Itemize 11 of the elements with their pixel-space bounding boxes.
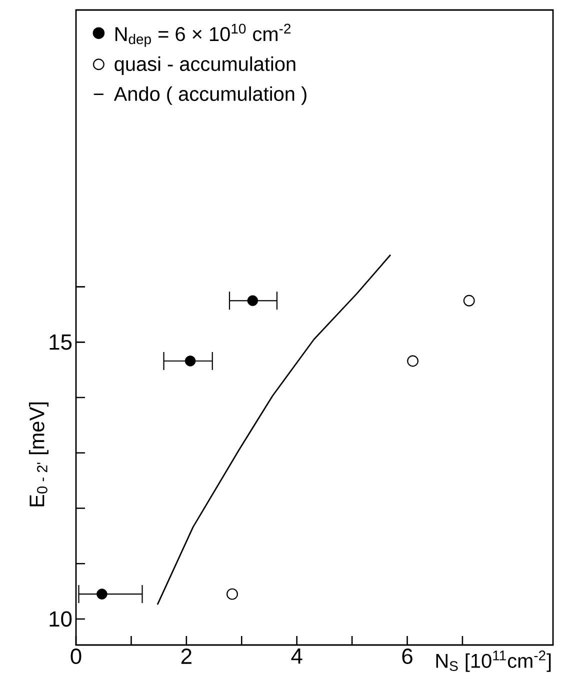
legend-label: quasi - accumulation [114, 56, 296, 75]
x-axis-title: N$_{S}$ [10$^{11}$cm$^{-2}$] [436, 650, 551, 672]
legend-label: Ando ( accumulation ) [114, 86, 306, 105]
y-tick-label: 10 [50, 611, 72, 627]
x-tick-label: 6 [402, 648, 412, 664]
x-tick-label: 0 [70, 648, 82, 664]
x-tick-label: 4 [291, 648, 302, 664]
x-tick-label: 2 [181, 648, 192, 664]
legend-label: N$_{dep}$ = 6 × 10$^{10}$ cm$^{-2}$ [116, 24, 290, 47]
y-tick-label: 15 [50, 334, 72, 350]
y-axis-title: E$_{0 - 2'}$ [meV] [28, 402, 48, 506]
